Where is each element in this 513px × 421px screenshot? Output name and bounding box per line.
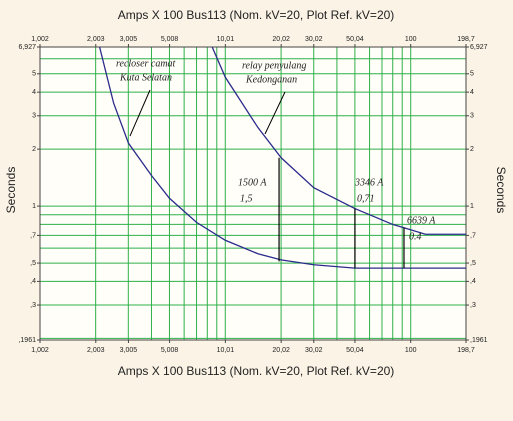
x-tick-label: 20,02: [272, 36, 290, 43]
x-tick-label: 198,7: [457, 347, 475, 354]
x-tick-label: 30,02: [305, 347, 323, 354]
y-tick-label: ,3: [470, 302, 476, 309]
y-tick-label: ,7: [30, 232, 36, 239]
marker-time: 1,5: [240, 193, 253, 204]
curve: [98, 46, 466, 269]
y-tick-label: ,1961: [18, 337, 36, 344]
x-tick-label: 50,04: [346, 36, 364, 43]
y-tick-label: 4: [32, 89, 36, 96]
y-tick-label: ,4: [30, 278, 36, 285]
y-tick-label: ,5: [470, 260, 476, 267]
marker-time: 0.4: [409, 231, 422, 242]
x-tick-label: 50,04: [346, 347, 364, 354]
y-tick-label: 5: [32, 71, 36, 78]
x-tick-label: 1,002: [31, 347, 49, 354]
bottom-axis-title: Amps X 100 Bus113 (Nom. kV=20, Plot Ref.…: [118, 364, 395, 378]
left-axis-title: Seconds: [4, 167, 18, 214]
plot-area: [40, 47, 466, 340]
marker-current: 3346 A: [354, 177, 384, 188]
y-tick-label: 1: [32, 203, 36, 210]
y-tick-label: 2: [470, 146, 474, 153]
x-tick-label: 3,005: [120, 347, 138, 354]
y-tick-label: ,1961: [470, 337, 488, 344]
x-tick-label: 10,01: [217, 347, 235, 354]
leader-line: [129, 89, 151, 137]
x-tick-label: 10,01: [217, 36, 235, 43]
leader-line: [264, 91, 286, 135]
annotation: recloser camat: [116, 58, 176, 69]
y-tick-label: 3: [32, 113, 36, 120]
y-tick-label: ,5: [30, 260, 36, 267]
y-tick-label: 2: [32, 146, 36, 153]
x-tick-label: 2,003: [87, 36, 105, 43]
x-tick-label: 20,02: [272, 347, 290, 354]
y-tick-label: 5: [470, 71, 474, 78]
marker-time: 0,71: [357, 193, 375, 204]
x-tick-label: 5,008: [161, 347, 179, 354]
y-tick-label: 4: [470, 89, 474, 96]
y-tick-label: 3: [470, 113, 474, 120]
y-tick-label: ,3: [30, 302, 36, 309]
y-tick-label: 6,927: [470, 44, 488, 51]
x-tick-label: 1,002: [31, 36, 49, 43]
plot-border: [39, 46, 467, 341]
annotation: Kuta Selatan: [119, 72, 172, 83]
top-axis-title: Amps X 100 Bus113 (Nom. kV=20, Plot Ref.…: [118, 8, 395, 22]
y-tick-label: 6,927: [18, 44, 36, 51]
x-tick-label: 5,008: [161, 36, 179, 43]
x-tick-label: 2,003: [87, 347, 105, 354]
annotation: Kedonganan: [245, 74, 297, 85]
y-tick-label: 1: [470, 203, 474, 210]
x-tick-label: 100: [405, 36, 417, 43]
marker-current: 1500 A: [238, 177, 267, 188]
right-axis-title: Seconds: [494, 167, 508, 214]
marker-current: 6639 A: [407, 215, 436, 226]
x-tick-label: 30,02: [305, 36, 323, 43]
curve: [211, 46, 466, 235]
y-tick-label: ,7: [470, 232, 476, 239]
x-tick-label: 3,005: [120, 36, 138, 43]
annotation: relay penyulang: [242, 60, 306, 71]
x-tick-label: 198,7: [457, 36, 475, 43]
x-tick-label: 100: [405, 347, 417, 354]
y-tick-label: ,4: [470, 278, 476, 285]
